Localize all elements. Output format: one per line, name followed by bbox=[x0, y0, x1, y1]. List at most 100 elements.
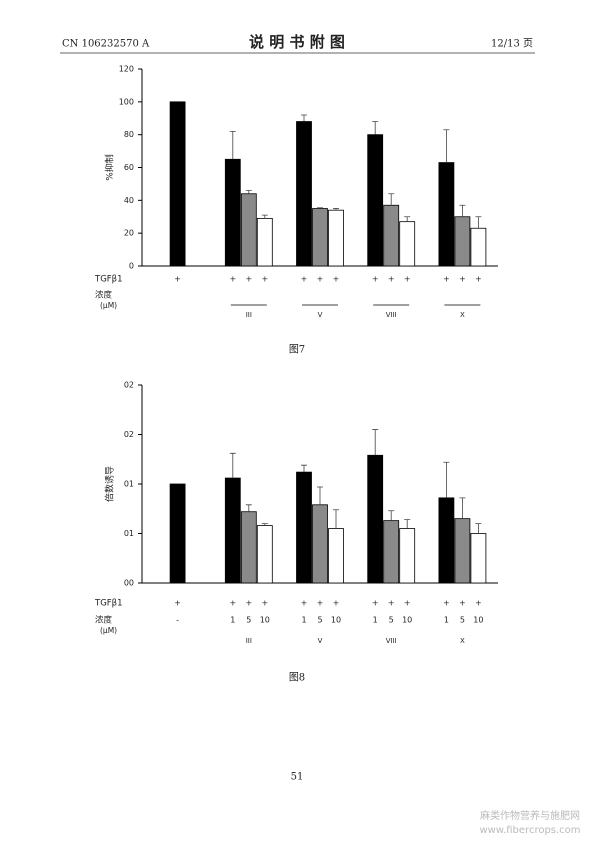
row-cell: + bbox=[443, 599, 450, 608]
error-bar bbox=[388, 193, 395, 206]
bar bbox=[328, 209, 344, 267]
y-tick-label: 02 bbox=[124, 430, 134, 439]
row-cell: + bbox=[229, 275, 236, 284]
row-cell: + bbox=[174, 599, 181, 608]
error-bar bbox=[475, 216, 482, 229]
error-bar bbox=[261, 523, 268, 526]
patent-number: CN 106232570 A bbox=[62, 39, 150, 50]
group-label: III bbox=[246, 637, 252, 645]
bar bbox=[224, 158, 241, 267]
bar bbox=[383, 204, 400, 267]
row-cell: 1 bbox=[301, 616, 306, 625]
row-label: 浓度 bbox=[95, 290, 113, 301]
page-count: 12/13 页 bbox=[491, 38, 533, 50]
error-bar bbox=[301, 114, 307, 122]
group-label: VIII bbox=[386, 637, 397, 645]
row-cell: 10 bbox=[260, 616, 270, 625]
row-cell: + bbox=[261, 599, 268, 608]
group-label: V bbox=[318, 311, 323, 319]
y-tick-label: 100 bbox=[119, 97, 134, 106]
bar bbox=[383, 520, 400, 584]
error-bar bbox=[388, 510, 395, 521]
y-axis-label: %抑制 bbox=[104, 154, 116, 181]
y-tick-label: 0 bbox=[129, 262, 134, 271]
group-label: X bbox=[460, 311, 465, 319]
bar bbox=[240, 193, 257, 267]
row-cell: + bbox=[443, 275, 450, 284]
bar bbox=[367, 134, 384, 267]
error-bar bbox=[459, 497, 466, 519]
row-cell: + bbox=[245, 599, 252, 608]
error-bar bbox=[372, 429, 379, 456]
y-tick-label: 20 bbox=[124, 229, 134, 238]
bar bbox=[454, 518, 471, 584]
y-tick-label: 00 bbox=[124, 579, 134, 588]
bar bbox=[438, 497, 455, 584]
group-label: VIII bbox=[386, 311, 397, 319]
row-sublabel: (μM) bbox=[100, 626, 117, 635]
row-cell: + bbox=[404, 599, 411, 608]
error-bar bbox=[317, 486, 323, 505]
header-title: 说 明 书 附 图 bbox=[249, 33, 345, 51]
bar bbox=[399, 528, 416, 584]
y-axis-label: 倍数诱导 bbox=[104, 466, 116, 502]
row-cell: + bbox=[317, 275, 324, 284]
figure-caption: 图7 bbox=[289, 344, 305, 356]
row-cell: + bbox=[174, 275, 181, 284]
bar bbox=[328, 528, 344, 584]
y-tick-label: 01 bbox=[124, 529, 134, 538]
row-cell: + bbox=[372, 275, 379, 284]
row-cell: 5 bbox=[460, 616, 465, 625]
y-tick-label: 80 bbox=[124, 130, 134, 139]
error-bar bbox=[229, 130, 236, 160]
bar bbox=[454, 216, 471, 267]
row-cell: + bbox=[261, 275, 268, 284]
row-label: TGFβ1 bbox=[94, 599, 123, 609]
row-cell: + bbox=[372, 599, 379, 608]
row-cell: 10 bbox=[473, 616, 483, 625]
error-bar bbox=[261, 214, 268, 219]
row-cell: 10 bbox=[402, 616, 412, 625]
error-bar bbox=[459, 204, 466, 217]
bar bbox=[224, 477, 241, 584]
bar bbox=[296, 471, 312, 584]
row-cell: + bbox=[475, 599, 482, 608]
row-cell: + bbox=[245, 275, 252, 284]
row-cell: + bbox=[301, 599, 308, 608]
row-label: 浓度 bbox=[95, 615, 113, 626]
error-bar bbox=[443, 461, 450, 498]
error-bar bbox=[245, 190, 252, 194]
row-cell: + bbox=[333, 599, 340, 608]
row-cell: + bbox=[388, 275, 395, 284]
row-cell: 1 bbox=[444, 616, 449, 625]
row-cell: 5 bbox=[389, 616, 394, 625]
group-label: III bbox=[246, 311, 252, 319]
row-cell: 5 bbox=[246, 616, 251, 625]
group-label: V bbox=[318, 637, 323, 645]
row-cell: - bbox=[176, 616, 179, 625]
error-bar bbox=[404, 216, 411, 222]
error-bar bbox=[245, 504, 252, 512]
bar bbox=[367, 454, 384, 584]
row-cell: + bbox=[388, 599, 395, 608]
y-tick-label: 02 bbox=[124, 381, 134, 390]
error-bar bbox=[229, 452, 236, 479]
row-cell: + bbox=[229, 599, 236, 608]
bar bbox=[438, 162, 455, 267]
row-cell: 10 bbox=[331, 616, 341, 625]
row-cell: + bbox=[317, 599, 324, 608]
row-sublabel: (μM) bbox=[100, 301, 117, 310]
bar bbox=[399, 221, 416, 267]
page-number: 51 bbox=[291, 772, 304, 783]
watermark: www.fibercrops.com bbox=[479, 825, 580, 836]
row-cell: 1 bbox=[230, 616, 235, 625]
error-bar bbox=[372, 121, 379, 135]
row-cell: + bbox=[459, 599, 466, 608]
row-label: TGFβ1 bbox=[94, 275, 123, 285]
row-cell: + bbox=[404, 275, 411, 284]
bar bbox=[470, 533, 487, 584]
y-tick-label: 01 bbox=[124, 480, 134, 489]
group-label: X bbox=[460, 637, 465, 645]
